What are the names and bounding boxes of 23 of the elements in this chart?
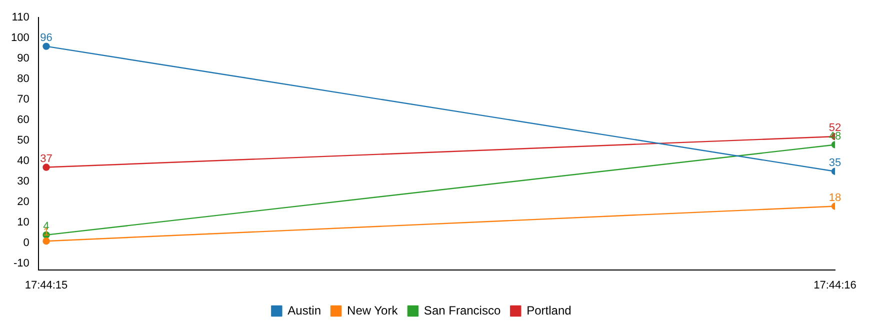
data-label: 37 xyxy=(40,152,52,165)
x-tick-label: 17:44:15 xyxy=(24,279,68,292)
y-tick-label: 100 xyxy=(10,32,30,44)
data-label: 96 xyxy=(40,32,52,44)
x-tick-label: 17:44:16 xyxy=(814,279,856,292)
y-tick-label: 110 xyxy=(12,12,30,24)
data-label: 35 xyxy=(828,156,842,169)
y-tick-label: -10 xyxy=(13,258,30,270)
y-tick-label: 10 xyxy=(17,216,30,229)
y-tick-label: 70 xyxy=(17,94,30,106)
y-tick-label: 60 xyxy=(17,114,30,126)
legend-label: Portland xyxy=(526,303,572,318)
y-tick-label: 50 xyxy=(17,134,30,147)
y-tick-label: 80 xyxy=(17,73,30,86)
data-label: 18 xyxy=(828,192,842,204)
y-tick-label: 90 xyxy=(17,52,30,65)
legend-label: New York xyxy=(347,303,399,318)
y-tick-label: 0 xyxy=(23,237,30,250)
legend-label: Austin xyxy=(288,303,322,318)
y-tick-label: 40 xyxy=(17,155,30,168)
y-tick-label: 20 xyxy=(17,196,30,208)
legend-label: San Francisco xyxy=(424,303,501,318)
y-tick-label: 30 xyxy=(17,176,30,188)
